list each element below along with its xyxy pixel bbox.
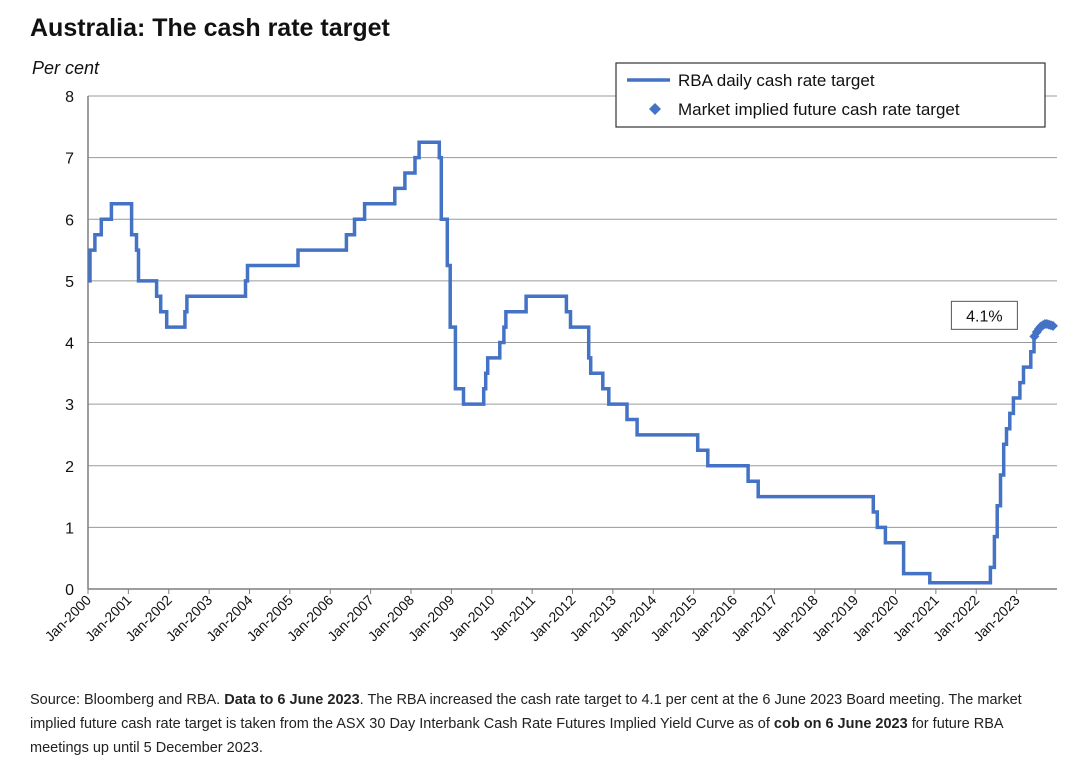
y-tick-label: 3: [65, 397, 74, 414]
source-text-2: . The RBA increased the cash rate target…: [30, 692, 1022, 732]
annotation-label: 4.1%: [966, 308, 1002, 325]
legend: RBA daily cash rate target Market implie…: [615, 62, 1046, 128]
legend-box: [615, 62, 1046, 128]
annotation-layer: 4.1%: [950, 300, 1018, 330]
source-text-1: Source: Bloomberg and RBA.: [30, 692, 225, 708]
y-tick-label: 2: [65, 459, 74, 476]
y-tick-label: 1: [65, 520, 74, 537]
y-axis-ticks: 0 1 2 3 4 5 6 7 8: [65, 89, 74, 599]
cash-rate-chart: 0 1 2 3 4 5 6 7 8 Jan-2000Jan-2001Jan-2002Jan-20…: [42, 62, 1058, 644]
source-note: Source: Bloomberg and RBA. Data to 6 Jun…: [30, 688, 1065, 760]
y-tick-label: 5: [65, 274, 74, 291]
chart-title: Australia: The cash rate target: [30, 14, 390, 42]
legend-diamond-swatch: [649, 103, 661, 115]
y-tick-label: 4: [65, 336, 74, 353]
source-bold-1: Data to 6 June 2023: [224, 692, 360, 708]
y-tick-label: 7: [65, 151, 74, 168]
y-tick-label: 0: [65, 582, 74, 599]
annotation-box: [950, 300, 1018, 330]
y-tick-label: 6: [65, 212, 74, 229]
series-layer: [88, 140, 1058, 585]
market-implied-point: [1047, 320, 1058, 331]
legend-label-market: Market implied future cash rate target: [678, 100, 960, 119]
legend-label-rba: RBA daily cash rate target: [678, 71, 875, 90]
source-bold-2: cob on 6 June 2023: [773, 716, 908, 732]
y-axis-label: Per cent: [32, 58, 100, 78]
rba-cash-rate-line: [88, 140, 1036, 585]
y-tick-label: 8: [65, 89, 74, 106]
x-axis-ticks: Jan-2000Jan-2001Jan-2002Jan-2003Jan-2004…: [42, 589, 1023, 644]
source-text-3: for future RBA meetings up until 5 Decem…: [30, 716, 1003, 756]
gridlines: [88, 95, 1057, 528]
